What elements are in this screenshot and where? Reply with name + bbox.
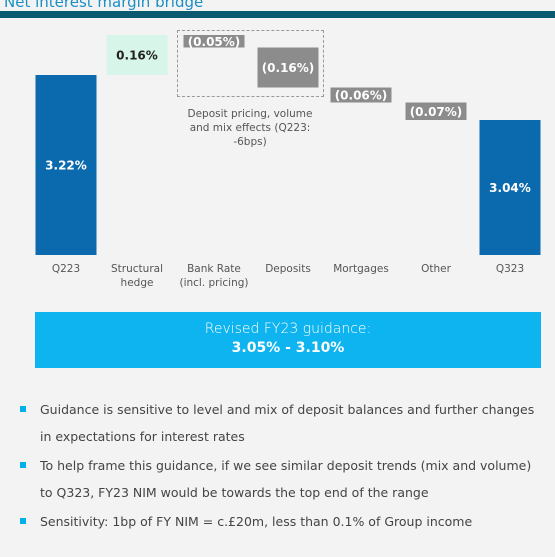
bar xyxy=(257,47,319,88)
bullet: To help frame this guidance, if we see s… xyxy=(20,452,540,506)
value-label: (0.06%) xyxy=(335,89,388,103)
bullet: Guidance is sensitive to level and mix o… xyxy=(20,396,540,450)
x-tick-label: Q323 xyxy=(495,263,525,275)
value-label: 3.04% xyxy=(489,181,531,195)
bracket-box xyxy=(177,30,324,97)
bar xyxy=(330,87,392,103)
bar xyxy=(35,75,97,255)
x-tick-label: Q223 xyxy=(51,263,81,275)
value-label: (0.16%) xyxy=(262,61,315,75)
x-tick-label: Other xyxy=(421,263,451,275)
chart: 3.22% 0.16% (0.05%) (0.16%) (0.06%) (0.07%) 3.… xyxy=(35,35,541,255)
header-band xyxy=(0,11,555,18)
bullet: Sensitivity: 1bp of FY NIM = c.£20m, les… xyxy=(20,508,540,535)
x-tick-label: Mortgages xyxy=(333,263,389,275)
bullet-list: Guidance is sensitive to level and mix o… xyxy=(20,396,540,537)
x-tick-label: Deposits xyxy=(265,263,311,275)
value-label: 3.22% xyxy=(45,159,87,173)
value-label: (0.07%) xyxy=(410,105,463,119)
bar xyxy=(106,35,168,75)
bar xyxy=(183,35,245,48)
guidance-title: Revised FY23 guidance: xyxy=(204,321,372,337)
guidance-box: Revised FY23 guidance: 3.05% - 3.10% xyxy=(35,312,541,368)
bar xyxy=(479,120,541,255)
x-tick-label: Bank Rate (incl. pricing) xyxy=(179,263,249,289)
x-tick-label: Structural hedge xyxy=(111,263,163,289)
bar xyxy=(405,102,467,120)
value-label: (0.05%) xyxy=(188,35,241,49)
value-label: 0.16% xyxy=(116,49,158,63)
annotation: Deposit pricing, volume and mix effects … xyxy=(187,108,313,148)
title: Net interest margin bridge xyxy=(4,0,204,11)
guidance-range: 3.05% - 3.10% xyxy=(231,340,345,356)
